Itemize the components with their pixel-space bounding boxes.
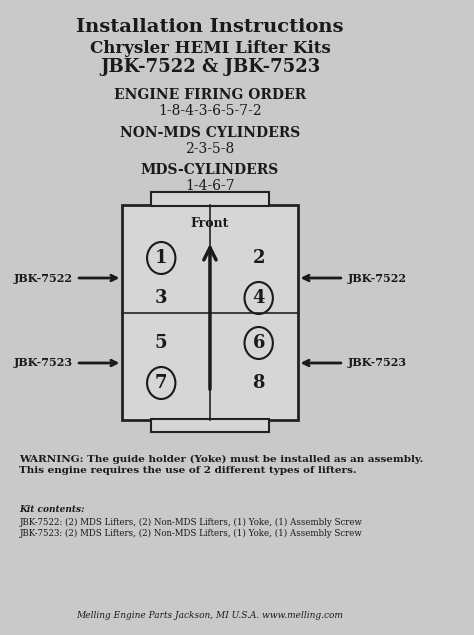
Text: 1-4-6-7: 1-4-6-7 (185, 179, 235, 193)
Circle shape (147, 367, 175, 399)
Text: 4: 4 (253, 289, 265, 307)
Text: ENGINE FIRING ORDER: ENGINE FIRING ORDER (114, 88, 306, 102)
Text: 5: 5 (155, 334, 167, 352)
Text: Installation Instructions: Installation Instructions (76, 18, 344, 36)
Text: 1-8-4-3-6-5-7-2: 1-8-4-3-6-5-7-2 (158, 104, 262, 118)
Text: 7: 7 (155, 374, 167, 392)
Text: JBK-7523: JBK-7523 (347, 358, 406, 368)
Text: Chrysler HEMI Lifter Kits: Chrysler HEMI Lifter Kits (90, 40, 330, 57)
Text: 2: 2 (253, 249, 265, 267)
Text: Front: Front (191, 217, 229, 230)
Text: JBK-7523: (2) MDS Lifters, (2) Non-MDS Lifters, (1) Yoke, (1) Assembly Screw: JBK-7523: (2) MDS Lifters, (2) Non-MDS L… (19, 529, 362, 538)
Text: 8: 8 (253, 374, 265, 392)
Text: WARNING: The guide holder (Yoke) must be installed as an assembly.
This engine r: WARNING: The guide holder (Yoke) must be… (19, 455, 424, 474)
Text: JBK-7523: JBK-7523 (14, 358, 73, 368)
Text: JBK-7522 & JBK-7523: JBK-7522 & JBK-7523 (100, 58, 320, 76)
Text: 2-3-5-8: 2-3-5-8 (185, 142, 235, 156)
Text: MDS-CYLINDERS: MDS-CYLINDERS (141, 163, 279, 177)
Text: JBK-7522: JBK-7522 (347, 272, 406, 283)
Text: JBK-7522: JBK-7522 (14, 272, 73, 283)
Circle shape (245, 327, 273, 359)
Text: 1: 1 (155, 249, 167, 267)
Text: Kit contents:: Kit contents: (19, 505, 85, 514)
Bar (151, 192, 269, 206)
Text: 6: 6 (253, 334, 265, 352)
Circle shape (245, 282, 273, 314)
Bar (122, 205, 298, 420)
Text: JBK-7522: (2) MDS Lifters, (2) Non-MDS Lifters, (1) Yoke, (1) Assembly Screw: JBK-7522: (2) MDS Lifters, (2) Non-MDS L… (19, 518, 362, 527)
Text: Melling Engine Parts Jackson, MI U.S.A. www.melling.com: Melling Engine Parts Jackson, MI U.S.A. … (76, 611, 343, 620)
Text: 3: 3 (155, 289, 167, 307)
Bar (151, 419, 269, 432)
Text: NON-MDS CYLINDERS: NON-MDS CYLINDERS (120, 126, 300, 140)
Circle shape (147, 242, 175, 274)
